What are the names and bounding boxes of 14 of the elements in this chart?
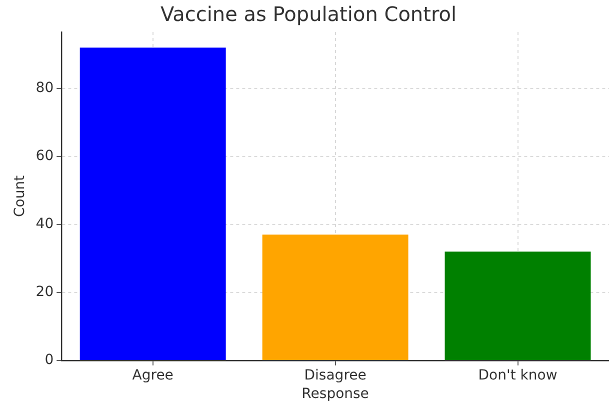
x-axis-title: Response bbox=[302, 386, 369, 402]
bar bbox=[80, 48, 226, 360]
y-tick-label: 60 bbox=[36, 148, 54, 164]
chart-title: Vaccine as Population Control bbox=[160, 2, 457, 26]
y-tick-label: 40 bbox=[36, 216, 54, 232]
bar bbox=[444, 252, 591, 360]
y-axis-title: Count bbox=[12, 174, 28, 217]
bar bbox=[262, 234, 408, 360]
y-tick-label: 0 bbox=[44, 352, 54, 368]
y-tick-label: 80 bbox=[36, 80, 54, 96]
x-tick-label: Don't know bbox=[478, 367, 558, 384]
x-tick-label: Agree bbox=[132, 367, 174, 384]
x-tick-label: Disagree bbox=[304, 367, 366, 384]
y-tick-label: 20 bbox=[36, 284, 54, 300]
